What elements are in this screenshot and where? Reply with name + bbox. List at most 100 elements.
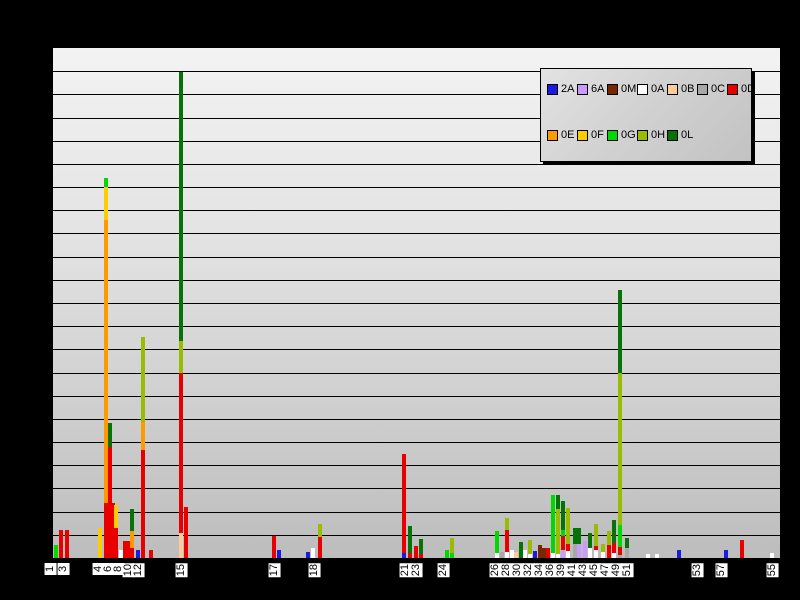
bar-segment-6A	[561, 550, 565, 558]
bar-segment-6A	[577, 544, 581, 558]
legend: 2A 6A 0M 0A 0B 0C 0D 0E 0F 0G 0H 0L	[540, 68, 755, 162]
bar-segment-0D	[179, 373, 183, 533]
bar-segment-2A	[136, 550, 140, 558]
bar-segment-0E	[141, 422, 145, 450]
bar-segment-0L	[130, 509, 134, 531]
bar-segment-0E	[104, 220, 108, 503]
legend-swatch-0A	[637, 83, 648, 95]
bar-segment-0H	[566, 508, 570, 544]
y-gridline	[53, 303, 780, 304]
bar-segment-0M	[538, 545, 542, 558]
legend-item-0A: 0A	[637, 83, 667, 95]
bar-segment-0D	[408, 553, 412, 558]
bar-segment-0A	[119, 550, 123, 558]
bar-segment-0L	[561, 501, 565, 530]
legend-label: 0B	[681, 83, 695, 95]
bar-segment-0H	[556, 509, 560, 554]
bar-segment-0L	[556, 495, 560, 509]
y-gridline	[53, 326, 780, 327]
bar-segment-0A	[566, 551, 570, 558]
legend-swatch-0B	[667, 83, 678, 95]
y-gridline	[53, 141, 780, 142]
bar-segment-0D	[402, 454, 406, 553]
bar-segment-0D	[419, 554, 423, 558]
bar-segment-0D	[65, 530, 69, 558]
bar-segment-0D	[126, 541, 130, 558]
bar-segment-0D	[149, 550, 153, 558]
y-gridline	[53, 442, 780, 443]
bar-segment-0G	[450, 553, 454, 558]
bar-segment-0A	[528, 554, 532, 558]
legend-label: 0F	[591, 129, 604, 141]
bar-segment-0G	[445, 550, 449, 558]
bar-segment-0D	[272, 536, 276, 558]
x-tick-label: 23	[410, 563, 423, 578]
bar-segment-0D	[318, 537, 322, 558]
legend-label: 0D	[741, 83, 756, 95]
bar-segment-0A	[551, 553, 555, 558]
bar-segment-0D	[740, 540, 744, 558]
legend-swatch-2A	[547, 83, 558, 95]
bar-segment-0F	[104, 187, 108, 220]
bar-segment-0D	[546, 548, 550, 558]
x-tick-label: 15	[175, 563, 188, 578]
bar-segment-0D	[184, 507, 188, 558]
y-gridline	[53, 233, 780, 234]
bar-segment-0F	[98, 528, 102, 558]
legend-label: 0A	[651, 83, 665, 95]
bar-segment-0A	[655, 554, 659, 558]
legend-swatch-0M	[607, 83, 618, 95]
y-gridline	[53, 396, 780, 397]
bar-segment-0A	[588, 548, 592, 558]
legend-swatch-6A	[577, 83, 588, 95]
bar-segment-0D	[505, 530, 509, 552]
bar-segment-0D	[108, 447, 112, 558]
bar-segment-0C	[500, 552, 504, 558]
bar-segment-0C	[625, 548, 629, 558]
x-tick-label: 24	[437, 563, 450, 578]
y-gridline	[53, 118, 780, 119]
bar-segment-0H	[594, 524, 598, 546]
bar-segment-0D	[123, 541, 127, 558]
bar-segment-0G	[495, 531, 499, 553]
legend-swatch-0L	[667, 129, 678, 141]
bar-segment-0D	[618, 547, 622, 555]
legend-swatch-0E	[547, 129, 558, 141]
bar-segment-0D	[414, 546, 418, 558]
bar-segment-0H	[318, 524, 322, 537]
y-gridline	[53, 349, 780, 350]
bar-segment-0H	[618, 373, 622, 525]
y-gridline	[53, 210, 780, 211]
legend-label: 2A	[561, 83, 575, 95]
legend-item-0C: 0C	[697, 83, 727, 95]
bar-segment-0L	[618, 290, 622, 373]
bar-segment-0A	[594, 550, 598, 558]
bar-segment-0A	[510, 550, 514, 558]
y-gridline	[53, 187, 780, 188]
y-gridline	[53, 94, 780, 95]
bar-segment-0D	[104, 503, 108, 558]
bar-segment-0D	[561, 536, 565, 550]
legend-label: 0E	[561, 129, 575, 141]
legend-swatch-0G	[607, 129, 618, 141]
bar-segment-0L	[419, 539, 423, 554]
bar-segment-0D	[59, 530, 63, 558]
bar-segment-0D	[111, 503, 115, 558]
bar-segment-0G	[104, 178, 108, 187]
bar-segment-0H	[179, 341, 183, 373]
legend-item-0H: 0H	[637, 129, 667, 141]
bar-segment-2A	[677, 550, 681, 558]
legend-item-0F: 0F	[577, 129, 607, 141]
legend-item-0E: 0E	[547, 129, 577, 141]
legend-label: 0G	[621, 129, 636, 141]
bar-segment-0H	[601, 544, 605, 552]
bar-segment-2A	[533, 551, 537, 558]
legend-label: 0L	[681, 129, 694, 141]
legend-item-0D: 0D	[727, 83, 757, 95]
x-tick-label: 18	[308, 563, 321, 578]
bar-segment-0H	[141, 337, 145, 422]
bar-segment-2A	[277, 550, 281, 558]
bar-segment-0G	[561, 530, 565, 536]
bar-segment-0L	[612, 520, 616, 543]
